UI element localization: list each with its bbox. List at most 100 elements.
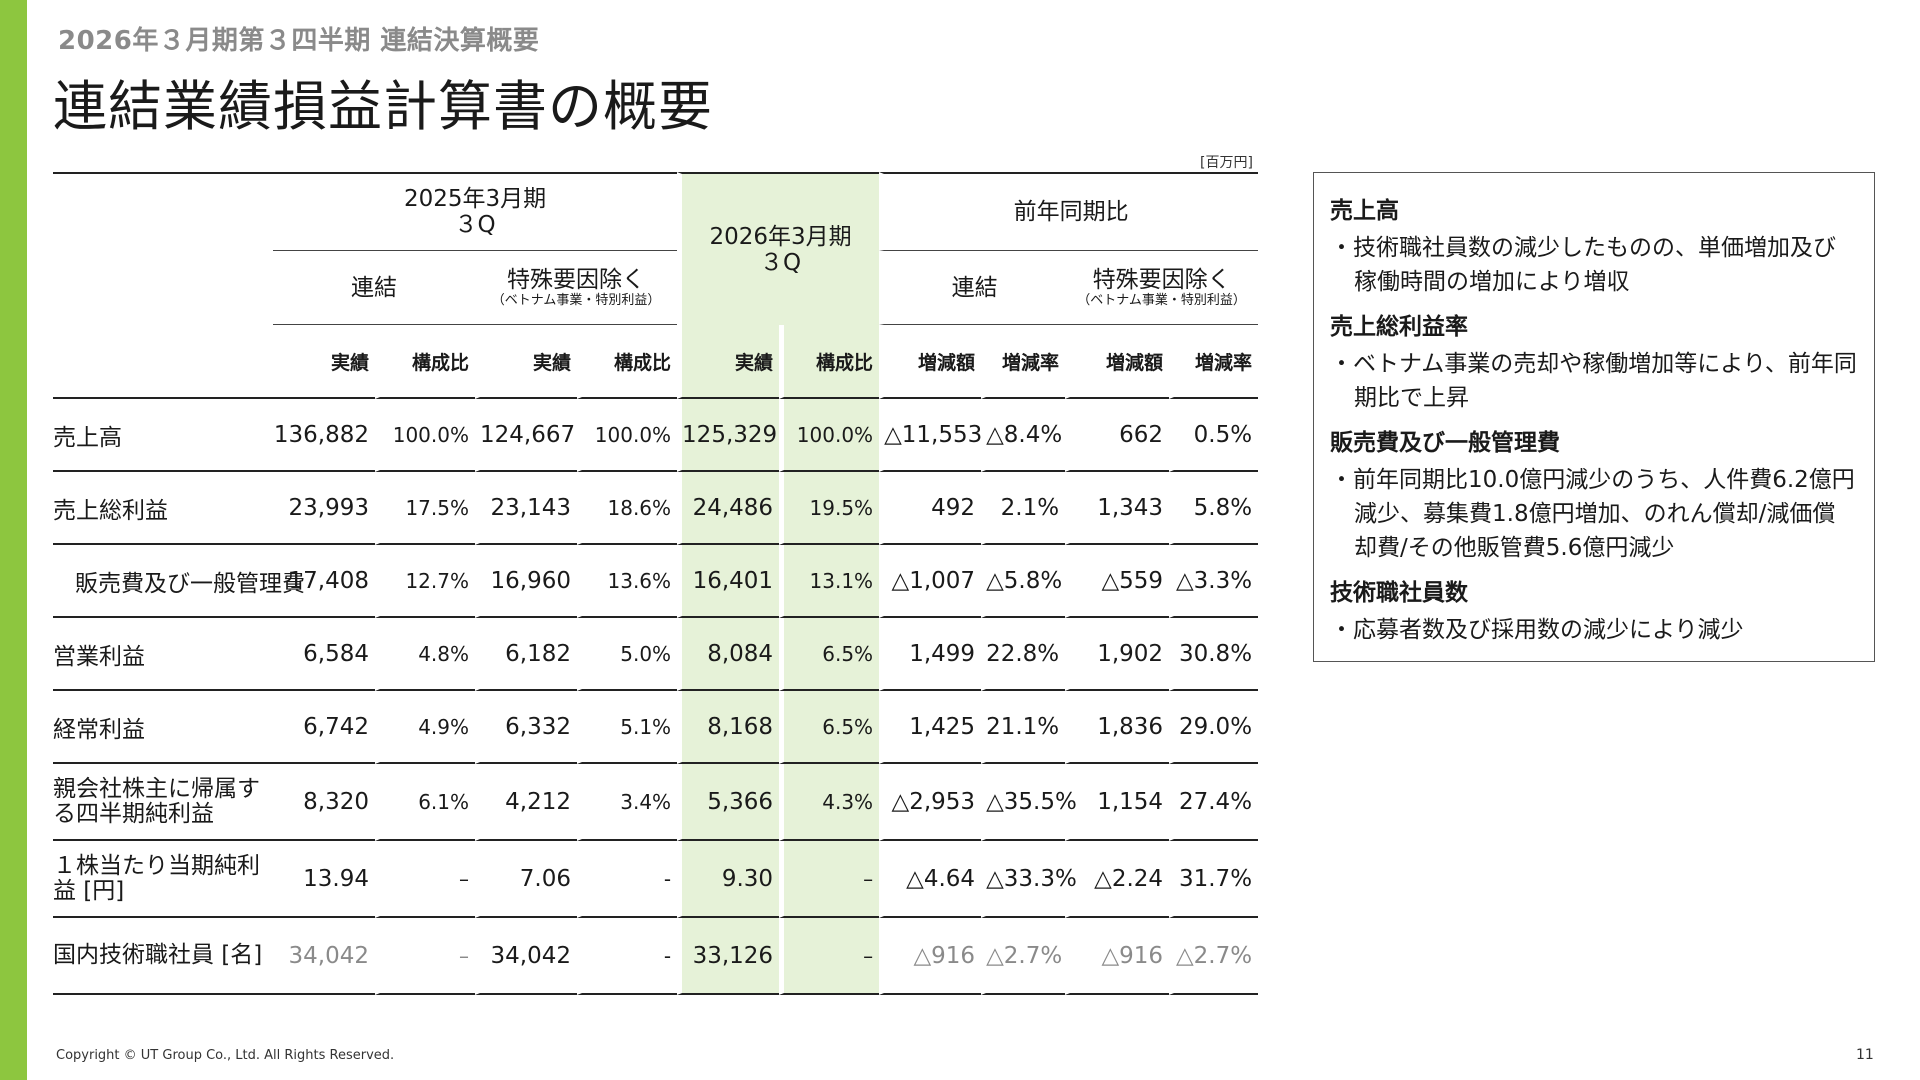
table-cell: 5.1% — [577, 691, 678, 764]
table-row: 売上高 136,882 100.0% 124,667 100.0% 125,329 100.… — [53, 399, 1259, 472]
note-heading: 技術職社員数 — [1330, 580, 1468, 606]
table-cell: 6,182 — [475, 618, 577, 691]
table-cell: 136,882 — [273, 399, 375, 472]
table-cell: – — [779, 918, 880, 995]
table-cell: 100.0% — [375, 399, 475, 472]
unit-label: [百万円] — [1200, 155, 1253, 171]
table-cell: 34,042 — [273, 918, 375, 995]
table-cell: 21.1% — [981, 691, 1066, 764]
col-change: 増減額 — [1065, 325, 1170, 399]
table-cell: 6.1% — [375, 764, 475, 841]
table-cell: △4.64 — [879, 841, 982, 918]
header-2025: 2025年3月期 ３Q — [273, 172, 678, 251]
table-cell: - — [577, 841, 678, 918]
col-rate: 増減率 — [981, 325, 1066, 399]
table-cell: 1,499 — [879, 618, 982, 691]
table-cell: 34,042 — [475, 918, 577, 995]
table-cell: △3.3% — [1169, 545, 1259, 618]
col-actual: 実績 — [273, 325, 375, 399]
table-cell: 1,343 — [1065, 472, 1170, 545]
note-body: ・応募者数及び採用数の減少により減少 — [1330, 617, 1744, 643]
table-cell: 9.30 — [677, 841, 780, 918]
note-heading: 売上総利益率 — [1330, 314, 1468, 340]
table-cell: 100.0% — [577, 399, 678, 472]
table-cell: △2.7% — [1169, 918, 1259, 995]
col-ratio: 構成比 — [577, 325, 678, 399]
col-change: 増減額 — [879, 325, 982, 399]
table-cell: 5.0% — [577, 618, 678, 691]
table-cell: 18.6% — [577, 472, 678, 545]
row-label: 売上総利益 — [53, 472, 273, 545]
row-label: １株当たり当期純利益 [円] — [53, 841, 273, 918]
row-label: 経常利益 — [53, 691, 273, 764]
copyright: Copyright © UT Group Co., Ltd. All Right… — [56, 1048, 395, 1063]
header-consolidated-yoy: 連結 — [879, 251, 1066, 325]
header-consolidated-2025: 連結 — [273, 251, 475, 325]
table-cell: 1,425 — [879, 691, 982, 764]
table-cell: 17,408 — [273, 545, 375, 618]
row-label: 販売費及び一般管理費 — [53, 545, 305, 618]
table-cell: △2.7% — [981, 918, 1066, 995]
table-row: 売上総利益 23,993 17.5% 23,143 18.6% 24,486 19.5% 49… — [53, 472, 1259, 545]
note-heading: 販売費及び一般管理費 — [1330, 430, 1560, 456]
table-cell: 5.8% — [1169, 472, 1259, 545]
table-cell: △8.4% — [981, 399, 1066, 472]
note-body: ・前年同期比10.0億円減少のうち、人件費6.2億円減少、募集費1.8億円増加、… — [1330, 467, 1855, 561]
table-cell: 7.06 — [475, 841, 577, 918]
table-cell: 13.6% — [577, 545, 678, 618]
row-label: 国内技術職社員 [名] — [53, 918, 273, 995]
table-cell: △35.5% — [981, 764, 1077, 841]
table-cell: 13.94 — [273, 841, 375, 918]
table-cell: 22.8% — [981, 618, 1066, 691]
row-label: 営業利益 — [53, 618, 273, 691]
table-cell: 124,667 — [475, 399, 577, 472]
page-number: 11 — [1856, 1047, 1874, 1063]
table-cell: 6,584 — [273, 618, 375, 691]
table-cell: 6,742 — [273, 691, 375, 764]
table-row: 経常利益 6,742 4.9% 6,332 5.1% 8,168 6.5% 1,425 21.1… — [53, 691, 1259, 764]
row-label: 売上高 — [53, 399, 273, 472]
page-subtitle: 2026年３月期第３四半期 連結決算概要 — [58, 26, 540, 56]
table-cell: 24,486 — [677, 472, 780, 545]
table-cell: △2,953 — [879, 764, 982, 841]
commentary-box: 売上高 ・技術職社員数の減少したものの、単価増加及び稼働時間の増加により増収 売上総… — [1313, 172, 1875, 662]
table-cell: 17.5% — [375, 472, 475, 545]
note-body: ・技術職社員数の減少したものの、単価増加及び稼働時間の増加により増収 — [1330, 235, 1836, 295]
note-body: ・ベトナム事業の売却や稼働増加等により、前年同期比で上昇 — [1330, 351, 1857, 411]
table-row: １株当たり当期純利益 [円] 13.94–7.06-9.30– △4.64 △33.3… — [53, 841, 1259, 918]
table-cell: 16,401 — [677, 545, 780, 618]
table-cell: △1,007 — [879, 545, 982, 618]
table-row: 営業利益 6,584 4.8% 6,182 5.0% 8,084 6.5% 1,499 22.8… — [53, 618, 1259, 691]
table-cell: 4.8% — [375, 618, 475, 691]
table-cell: △5.8% — [981, 545, 1066, 618]
table-cell: 4.9% — [375, 691, 475, 764]
table-cell: 29.0% — [1169, 691, 1259, 764]
income-statement-table: 2025年3月期 ３Q 2026年3月期 ３Q 前年同期比 連結 特殊要因除く（… — [53, 172, 1259, 995]
table-cell: 1,902 — [1065, 618, 1170, 691]
page-title: 連結業績損益計算書の概要 — [53, 75, 713, 138]
table-cell: 6.5% — [779, 618, 880, 691]
header-2026: 2026年3月期 ３Q — [677, 172, 880, 325]
table-cell: 1,154 — [1065, 764, 1170, 841]
col-ratio: 構成比 — [375, 325, 475, 399]
table-cell: 23,993 — [273, 472, 375, 545]
table-cell: 2.1% — [981, 472, 1066, 545]
header-excl-2025: 特殊要因除く （ベトナム事業・特別利益） — [475, 251, 678, 325]
table-cell: 3.4% — [577, 764, 678, 841]
accent-bar — [0, 0, 27, 1080]
table-cell: 6,332 — [475, 691, 577, 764]
table-cell: 8,084 — [677, 618, 780, 691]
table-cell: △916 — [879, 918, 982, 995]
col-rate: 増減率 — [1169, 325, 1259, 399]
table-cell: – — [375, 918, 475, 995]
table-cell: 662 — [1065, 399, 1170, 472]
table-cell: 31.7% — [1169, 841, 1259, 918]
table-cell: 27.4% — [1169, 764, 1259, 841]
table-cell: 0.5% — [1169, 399, 1259, 472]
table-cell: - — [577, 918, 678, 995]
table-cell: 492 — [879, 472, 982, 545]
table-cell: 19.5% — [779, 472, 880, 545]
table-cell: △11,553 — [879, 399, 982, 472]
table-cell: △33.3% — [981, 841, 1077, 918]
table-cell: 8,320 — [273, 764, 375, 841]
